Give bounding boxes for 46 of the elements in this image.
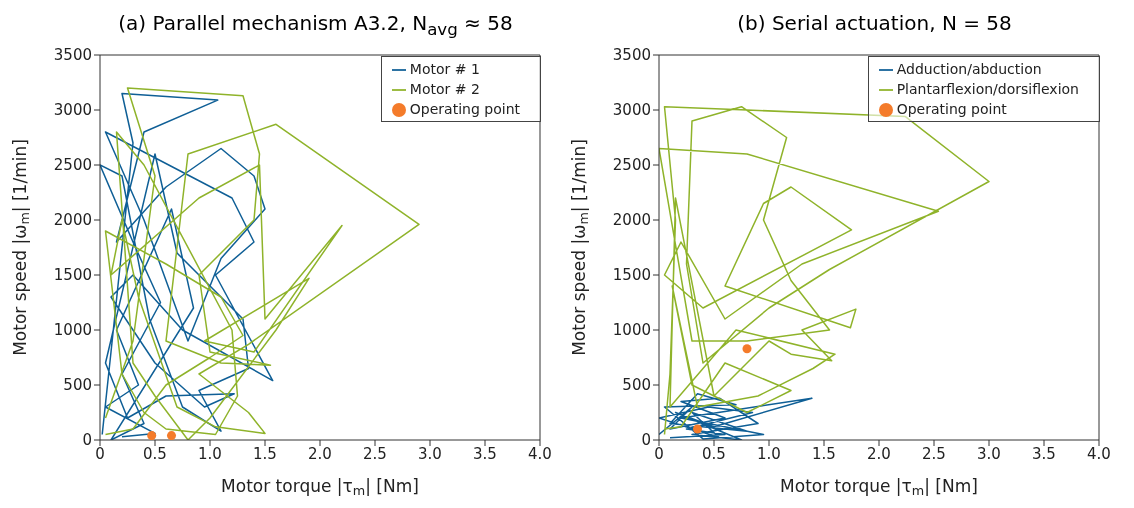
x-tick-label: 3.5 (473, 444, 497, 463)
y-tick-label: 1000 (53, 321, 92, 340)
x-axis-title: Motor torque |τ$_{m}$| [Nm] (780, 476, 978, 499)
x-tick-label: 2.5 (922, 444, 946, 463)
x-tick-label: 3.5 (1032, 444, 1056, 463)
legend-label: Operating point (896, 101, 1007, 117)
x-tick-label: 4.0 (1087, 444, 1111, 463)
y-tick-label: 500 (622, 376, 651, 395)
y-tick-label: 3000 (612, 101, 651, 120)
x-tick-label: 1.0 (198, 444, 222, 463)
chart-title: (a) Parallel mechanism A3.2, N$_{avg}$ ≈ 58 (117, 10, 514, 41)
y-tick-label: 2500 (612, 156, 651, 175)
y-tick-label: 1500 (53, 266, 92, 285)
line-series (100, 92, 274, 440)
y-tick-label: 500 (63, 376, 92, 395)
y-tick-label: 3000 (53, 101, 92, 120)
x-tick-label: 3.0 (418, 444, 442, 463)
x-tick-label: 3.0 (977, 444, 1001, 463)
x-tick-label: 0.5 (702, 444, 726, 463)
y-tick-label: 3500 (612, 46, 651, 65)
y-tick-label: 3500 (53, 46, 92, 65)
y-tick-label: 2000 (612, 211, 651, 230)
y-tick-label: 2000 (53, 211, 92, 230)
x-axis-title: Motor torque |τ$_{m}$| [Nm] (221, 476, 419, 499)
line-series (659, 393, 813, 440)
x-tick-label: 0 (654, 444, 664, 463)
x-tick-label: 2.0 (308, 444, 332, 463)
y-tick-label: 0 (82, 431, 92, 450)
y-tick-label: 1000 (612, 321, 651, 340)
y-tick-label: 2500 (53, 156, 92, 175)
chart-title: (b) Serial actuation, N = 58 (736, 10, 1013, 37)
x-tick-label: 1.5 (812, 444, 836, 463)
x-tick-label: 2.5 (363, 444, 387, 463)
legend-label: Operating point (409, 101, 520, 117)
x-tick-label: 4.0 (528, 444, 552, 463)
x-tick-label: 0 (95, 444, 105, 463)
x-tick-label: 0.5 (143, 444, 167, 463)
x-tick-label: 1.5 (253, 444, 277, 463)
legend-label: Plantarflexion/dorsiflexion (896, 81, 1079, 97)
x-tick-label: 1.0 (757, 444, 781, 463)
legend-label: Adduction/abduction (896, 61, 1042, 77)
legend-label: Motor # 2 (409, 81, 480, 97)
y-tick-label: 1500 (612, 266, 651, 285)
legend-label: Motor # 1 (409, 61, 480, 77)
y-tick-label: 0 (641, 431, 651, 450)
x-tick-label: 2.0 (867, 444, 891, 463)
